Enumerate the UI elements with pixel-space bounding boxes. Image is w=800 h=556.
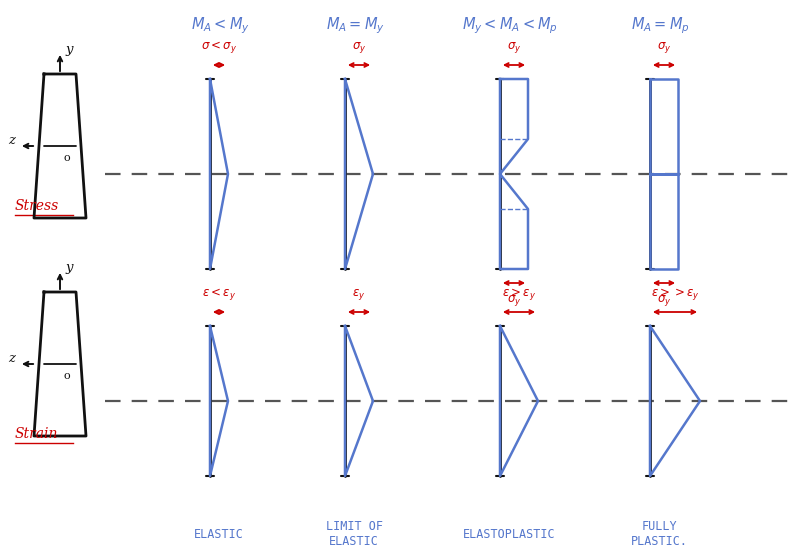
Text: z: z xyxy=(8,133,15,146)
Text: LIMIT OF
ELASTIC: LIMIT OF ELASTIC xyxy=(326,520,382,548)
Text: $\sigma_y$: $\sigma_y$ xyxy=(657,293,671,308)
Text: ELASTOPLASTIC: ELASTOPLASTIC xyxy=(462,528,555,540)
Text: $\sigma < \sigma_y$: $\sigma < \sigma_y$ xyxy=(201,39,237,55)
Text: y: y xyxy=(66,261,74,274)
Text: $M_A < M_y$: $M_A < M_y$ xyxy=(190,16,250,36)
Text: FULLY
PLASTIC.: FULLY PLASTIC. xyxy=(630,520,687,548)
Text: o: o xyxy=(64,371,70,381)
Text: $\varepsilon < \varepsilon_y$: $\varepsilon < \varepsilon_y$ xyxy=(202,286,236,302)
Text: $M_A = M_y$: $M_A = M_y$ xyxy=(326,16,385,36)
Text: o: o xyxy=(64,153,70,163)
Text: $\sigma_y$: $\sigma_y$ xyxy=(506,293,522,308)
Text: $\varepsilon >> \varepsilon_y$: $\varepsilon >> \varepsilon_y$ xyxy=(650,286,699,302)
Text: ELASTIC: ELASTIC xyxy=(194,528,244,540)
Text: Strain: Strain xyxy=(15,427,58,441)
Text: $\varepsilon_y$: $\varepsilon_y$ xyxy=(352,287,366,302)
Text: $\sigma_y$: $\sigma_y$ xyxy=(506,40,522,55)
Text: $\sigma_y$: $\sigma_y$ xyxy=(352,40,366,55)
Text: $\sigma_y$: $\sigma_y$ xyxy=(657,40,671,55)
Text: z: z xyxy=(8,351,15,365)
Text: $M_A = M_p$: $M_A = M_p$ xyxy=(630,16,690,36)
Text: $M_y < M_A < M_p$: $M_y < M_A < M_p$ xyxy=(462,16,558,36)
Text: y: y xyxy=(66,42,74,56)
Text: Stress: Stress xyxy=(15,199,59,213)
Text: $\varepsilon > \varepsilon_y$: $\varepsilon > \varepsilon_y$ xyxy=(502,286,536,302)
